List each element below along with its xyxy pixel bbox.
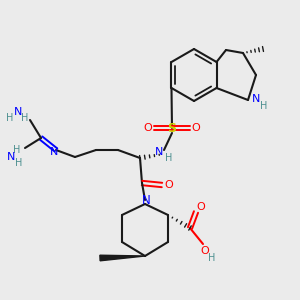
Text: H: H [260,101,268,111]
Polygon shape [100,255,145,261]
Text: N: N [50,147,58,157]
Text: N: N [155,147,163,157]
Text: N: N [7,152,15,162]
Text: H: H [15,158,23,168]
Text: O: O [196,202,206,212]
Text: S: S [167,122,176,134]
Text: O: O [144,123,152,133]
Text: H: H [6,113,14,123]
Text: H: H [165,153,173,163]
Text: N: N [142,194,150,206]
Text: O: O [201,246,209,256]
Text: H: H [208,253,216,263]
Text: H: H [13,145,21,155]
Text: O: O [165,180,173,190]
Text: N: N [14,107,22,117]
Text: O: O [192,123,200,133]
Text: H: H [21,113,29,123]
Text: N: N [252,94,260,104]
